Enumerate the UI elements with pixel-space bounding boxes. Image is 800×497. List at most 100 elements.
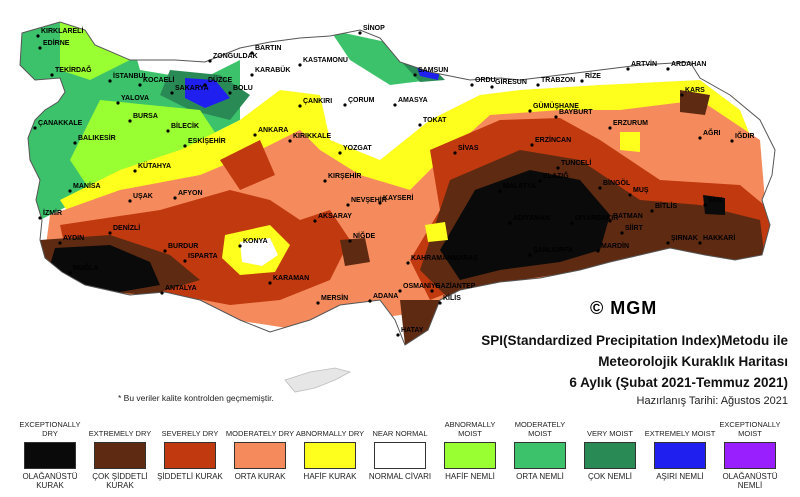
city-marker: ISPARTA: [183, 253, 218, 263]
city-marker: EDİRNE: [38, 39, 70, 50]
city-dot: [128, 199, 132, 203]
city-label: ÇORUM: [348, 97, 375, 104]
legend-label-tr: ŞİDDETLİ KURAK: [157, 472, 223, 481]
city-label: BİNGÖL: [603, 178, 631, 187]
city-marker: SİİRT: [620, 224, 644, 235]
city-marker: YOZGAT: [338, 145, 372, 155]
city-marker: GAZİANTEP: [430, 282, 476, 293]
legend-label-tr: HAFİF NEMLİ: [445, 472, 495, 481]
city-label: KIRIKKALE: [293, 133, 331, 140]
city-label: BALIKESİR: [78, 134, 116, 142]
city-dot: [650, 209, 654, 213]
city-dot: [288, 139, 292, 143]
city-label: IĞDIR: [735, 131, 754, 140]
city-dot: [68, 271, 72, 275]
cyprus-shape: [284, 367, 352, 393]
city-marker: ÇORUM: [343, 97, 375, 107]
legend-swatch: [724, 442, 776, 469]
city-label: İZMİR: [43, 209, 62, 217]
city-marker: KAHRAMANMARAŞ: [406, 255, 478, 265]
city-label: BOLU: [233, 85, 253, 92]
city-label: MUŞ: [633, 187, 649, 194]
city-label: ESKİŞEHİR: [188, 137, 226, 145]
city-label: AĞRI: [703, 128, 721, 137]
city-marker: SİNOP: [358, 24, 385, 35]
city-label: DİYARBAKIR: [575, 214, 618, 222]
city-marker: GÜMÜŞHANE: [528, 101, 579, 113]
city-marker: AMASYA: [393, 97, 428, 107]
city-marker: KİLİS: [438, 294, 461, 305]
city-dot: [470, 83, 474, 87]
city-label: KARS: [685, 87, 705, 94]
city-label: MARDİN: [601, 242, 629, 250]
city-marker: ÇANKIRI: [298, 98, 332, 108]
legend-swatch: [24, 442, 76, 469]
city-dot: [620, 231, 624, 235]
preparation-date: Hazırlanış Tarihi: Ağustos 2021: [636, 395, 788, 407]
city-dot: [430, 289, 434, 293]
city-label: ÇANAKKALE: [38, 120, 83, 127]
city-label: DENİZLİ: [113, 224, 140, 232]
city-label: DÜZCE: [208, 75, 232, 84]
city-label: YALOVA: [121, 95, 149, 102]
city-dot: [538, 179, 542, 183]
city-marker: GİRESUN: [490, 78, 527, 89]
city-marker: MANİSA: [68, 182, 101, 193]
city-label: RİZE: [585, 72, 601, 80]
city-dot: [666, 67, 670, 71]
city-label: NEVŞEHİR: [351, 196, 387, 204]
title-line-3: 6 Aylık (Şubat 2021-Temmuz 2021): [569, 375, 788, 390]
city-label: HATAY: [401, 327, 424, 334]
city-dot: [580, 79, 584, 83]
city-dot: [608, 219, 612, 223]
city-marker: BİLECİK: [166, 122, 199, 133]
city-label: TEKİRDAĞ: [55, 65, 92, 74]
city-marker: HAKKARİ: [698, 234, 735, 245]
city-dot: [418, 123, 422, 127]
city-dot: [378, 201, 382, 205]
city-label: TUNCELİ: [561, 159, 591, 167]
city-label: OSMANİYE: [403, 282, 441, 290]
city-dot: [133, 169, 137, 173]
legend-label-tr: AŞIRI NEMLİ: [656, 472, 704, 481]
title-line-2: Meteorolojik Kuraklık Haritası: [598, 354, 788, 369]
city-label: KAHRAMANMARAŞ: [411, 255, 478, 262]
city-dot: [228, 91, 232, 95]
city-marker: MARDİN: [596, 242, 629, 253]
city-label: UŞAK: [133, 193, 153, 200]
city-label: SİNOP: [363, 24, 385, 32]
city-marker: KARAMAN: [268, 275, 309, 285]
city-dot: [698, 136, 702, 140]
city-marker: SAKARYA: [170, 85, 209, 95]
city-dot: [58, 241, 62, 245]
city-label: KARABÜK: [255, 65, 290, 74]
city-marker: NİĞDE: [348, 231, 376, 243]
city-marker: ŞANLIURFA: [528, 247, 573, 257]
city-marker: OSMANİYE: [398, 282, 441, 293]
city-dot: [598, 186, 602, 190]
city-label: ŞIRNAK: [671, 235, 698, 242]
city-label: BAYBURT: [559, 109, 593, 116]
city-marker: MERSİN: [316, 294, 348, 305]
city-label: SİİRT: [625, 224, 644, 232]
legend-swatch: [234, 442, 286, 469]
title-line-1: SPI(Standardized Precipitation Index)Met…: [481, 333, 788, 348]
city-label: KOCAELİ: [143, 76, 175, 84]
city-dot: [608, 126, 612, 130]
city-label: BURDUR: [168, 243, 198, 250]
legend-item: VERY MOIST ÇOK NEMLİ: [574, 418, 646, 481]
city-marker: MUŞ: [628, 187, 649, 197]
city-dot: [138, 83, 142, 87]
city-marker: BARTIN: [250, 45, 281, 55]
city-dot: [238, 244, 242, 248]
legend-label-en: ABNORMALLY MOIST: [444, 420, 496, 438]
turkey-outline: [19, 21, 776, 346]
city-dot: [108, 79, 112, 83]
city-marker: ELAZIĞ: [538, 171, 569, 183]
city-label: ŞANLIURFA: [533, 247, 573, 254]
city-label: MERSİN: [321, 294, 348, 302]
city-dot: [528, 253, 532, 257]
legend-swatch: [514, 442, 566, 469]
legend-label-en: MODERATELY MOIST: [514, 420, 566, 438]
city-marker: DİYARBAKIR: [570, 214, 618, 225]
